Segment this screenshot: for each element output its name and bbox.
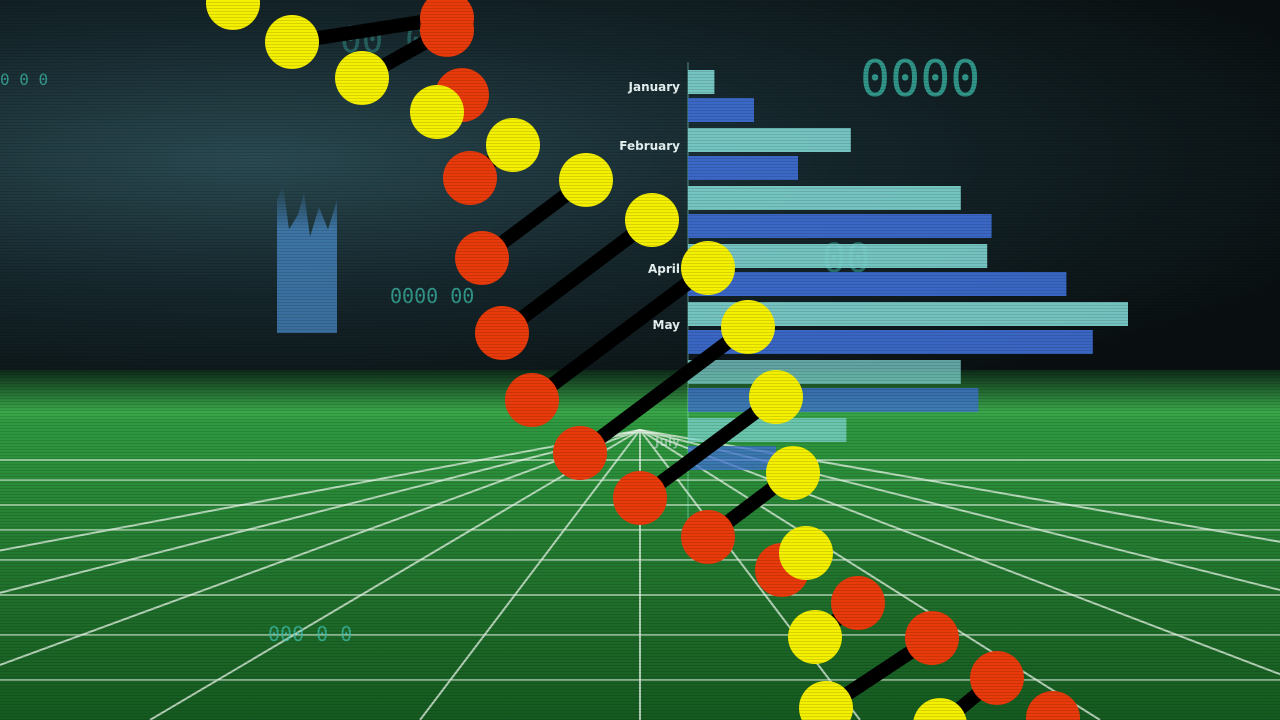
helix-yellow-ball [410, 85, 464, 139]
helix-red-ball [420, 3, 474, 57]
grid-perspective-line [419, 429, 641, 720]
helix-rod [495, 213, 659, 340]
month-label-july: July [655, 435, 680, 449]
month-label-january: January [628, 80, 681, 94]
bar-january-series-1 [688, 70, 715, 94]
helix-yellow-ball [788, 610, 842, 664]
grid-perspective-line [149, 429, 641, 720]
helix-yellow-ball [559, 153, 613, 207]
helix-red-ball [905, 611, 959, 665]
helix-red-ball [443, 151, 497, 205]
month-label-april: April [647, 262, 680, 276]
helix-yellow-ball [749, 370, 803, 424]
helix-red-ball [505, 373, 559, 427]
bar-february-series-1 [688, 128, 851, 152]
helix-yellow-ball [681, 241, 735, 295]
helix-red-ball [831, 576, 885, 630]
helix-yellow-ball [625, 193, 679, 247]
grid-perspective-line [0, 429, 641, 552]
bar-march-series-2 [688, 214, 992, 238]
helix-red-ball [455, 231, 509, 285]
digital-readout-top-right: 0000 [860, 50, 981, 108]
helix-yellow-ball [721, 300, 775, 354]
helix-rod [573, 320, 755, 460]
helix-red-ball [475, 306, 529, 360]
bar-february-series-2 [688, 156, 798, 180]
helix-red-ball [613, 471, 667, 525]
helix-yellow-ball [486, 118, 540, 172]
bar-june-series-2 [688, 388, 979, 412]
month-label-february: February [619, 139, 680, 153]
digital-readout-far-left: 0 0 0 [0, 70, 49, 89]
month-label-may: May [652, 318, 681, 332]
helix-yellow-ball [766, 446, 820, 500]
helix-rod [525, 261, 715, 407]
helix-red-ball [553, 426, 607, 480]
helix-yellow-ball [335, 51, 389, 105]
grid-perspective-line [0, 429, 641, 594]
helix-rod [633, 390, 783, 505]
grid-perspective-line [639, 429, 1101, 720]
grid-perspective-line [0, 429, 641, 667]
bar-april-series-1 [688, 244, 988, 268]
helix-yellow-ball [913, 698, 967, 720]
bar-april-series-2 [688, 272, 1067, 296]
helix-red-ball [1026, 691, 1080, 720]
grid-perspective-line [639, 429, 1280, 543]
bar-january-series-2 [688, 98, 754, 122]
helix-yellow-ball [206, 0, 260, 30]
helix-red-ball [970, 651, 1024, 705]
helix-yellow-ball [265, 15, 319, 69]
helix-yellow-ball [799, 681, 853, 720]
bar-june-series-1 [688, 360, 961, 384]
helix-red-ball [681, 510, 735, 564]
digital-readout-mid-left: 0000 00 [390, 284, 475, 308]
helix-yellow-ball [779, 526, 833, 580]
digital-readout-bottom-left: 000 0 0 [268, 622, 353, 646]
bar-march-series-1 [688, 186, 961, 210]
grid-perspective-line [639, 429, 1280, 592]
